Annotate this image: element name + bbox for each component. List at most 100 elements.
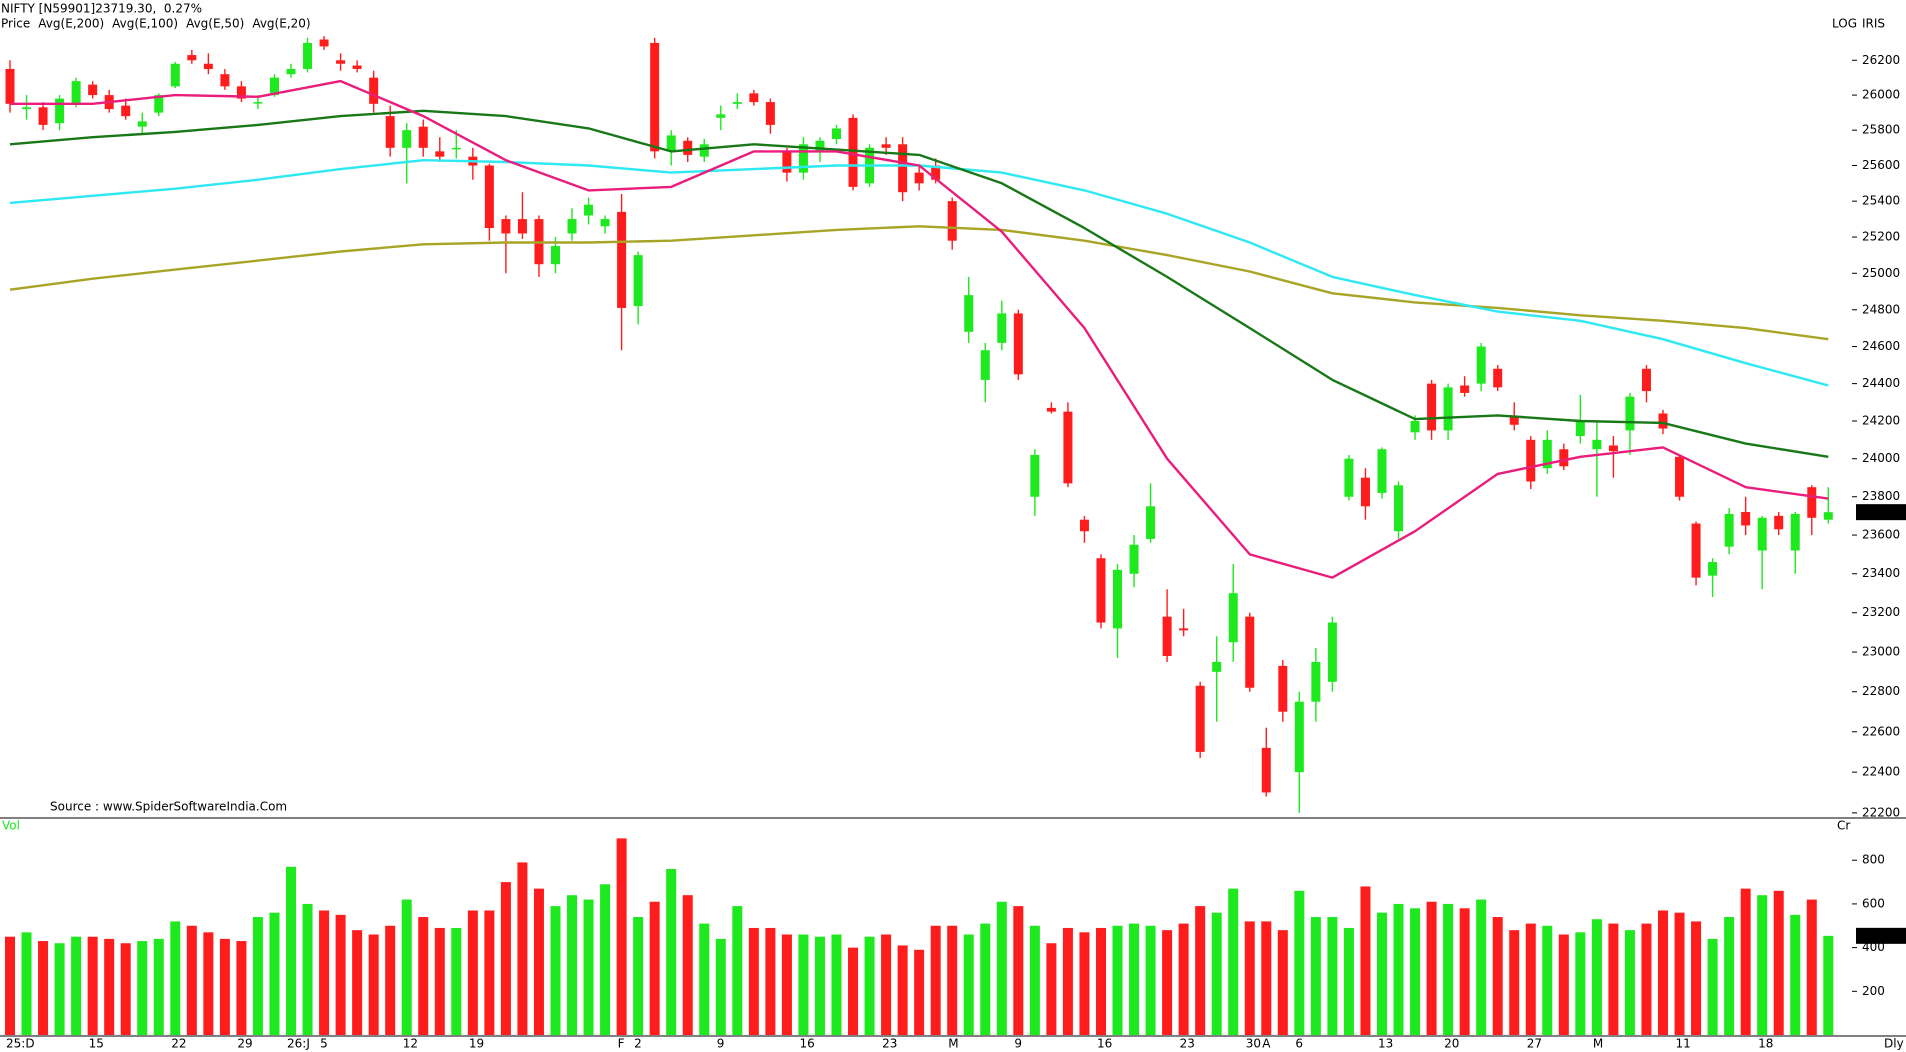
candle-body <box>484 165 494 229</box>
candle-body <box>369 77 379 104</box>
volume-bar <box>467 910 478 1035</box>
x-tick-label: 19 <box>469 1037 484 1051</box>
candle-body <box>848 117 858 187</box>
volume-bar <box>732 906 743 1035</box>
volume-bar <box>252 917 263 1035</box>
volume-bar <box>1195 906 1206 1035</box>
volume-bar <box>153 938 164 1035</box>
volume-bar <box>319 910 330 1035</box>
candle-body <box>832 128 841 139</box>
volume-bar <box>600 884 611 1035</box>
candle-body <box>1724 513 1734 547</box>
candle-body <box>418 126 428 148</box>
candle-body <box>137 121 147 127</box>
candle-body <box>699 144 709 157</box>
y-tick-label: 26000 <box>1862 88 1900 102</box>
y-tick-label: 22600 <box>1862 724 1900 738</box>
candle-body <box>914 172 924 184</box>
candle-body <box>121 105 131 117</box>
volume-bar <box>484 910 495 1035</box>
candle-body <box>253 102 263 104</box>
volume-bar <box>781 934 792 1035</box>
candle-body <box>1195 685 1205 752</box>
volume-bar <box>236 941 247 1035</box>
x-tick-label: F <box>618 1037 625 1051</box>
volume-bar <box>302 903 313 1035</box>
volume-bar <box>1492 917 1503 1035</box>
candle-body <box>1344 458 1354 497</box>
volume-bar <box>1823 935 1834 1035</box>
volume-bar <box>583 899 594 1035</box>
volume-bar <box>1724 917 1735 1035</box>
candle-body <box>1708 562 1718 576</box>
moving-average-line <box>10 79 1829 579</box>
candle-body <box>633 255 643 307</box>
moving-average-line <box>9 225 1829 341</box>
x-tick-label: M <box>1593 1037 1603 1051</box>
volume-bar <box>1393 903 1404 1035</box>
y-tick-label: 23600 <box>1862 528 1900 542</box>
candle-body <box>749 93 759 103</box>
candle-body <box>1394 485 1404 532</box>
volume-unit: Cr <box>1837 819 1850 833</box>
y-tick-label: 23200 <box>1862 605 1900 619</box>
volume-bar <box>996 901 1007 1035</box>
scale-label: LOG <box>1832 17 1857 31</box>
candle-body <box>881 144 891 148</box>
volume-bar <box>104 938 115 1035</box>
volume-bar <box>814 936 825 1035</box>
volume-bar <box>567 895 578 1035</box>
periodicity: Dly <box>1884 1037 1904 1051</box>
volume-bar <box>1327 917 1338 1035</box>
volume-bar <box>269 912 280 1035</box>
candle-body <box>898 144 908 193</box>
candle-body <box>584 204 594 216</box>
candle-body <box>1675 456 1685 497</box>
volume-bar <box>1790 914 1801 1035</box>
volume-bar <box>368 934 379 1035</box>
volume-bar <box>682 895 693 1035</box>
volume-bar <box>5 936 15 1035</box>
candle-body <box>1096 558 1106 623</box>
volume-bar <box>633 917 644 1035</box>
candle-body <box>501 219 511 234</box>
volume-bar <box>1591 919 1602 1035</box>
x-tick-label: 26:J <box>287 1037 310 1051</box>
last-price-tag <box>1856 504 1906 521</box>
volume-bar <box>864 936 875 1035</box>
candle-body <box>385 116 395 148</box>
volume-bar <box>1343 927 1354 1035</box>
candle-body <box>1625 396 1635 431</box>
candle-body <box>435 151 445 157</box>
candle-body <box>1377 449 1387 493</box>
y-tick-label: 24000 <box>1862 451 1900 465</box>
volume-bar <box>848 947 859 1035</box>
y-tick-label: 25200 <box>1862 230 1900 244</box>
volume-bar <box>1674 912 1685 1035</box>
candle-body <box>1327 622 1337 682</box>
y-tick-label: 24600 <box>1862 339 1900 353</box>
x-tick-label: 27 <box>1527 1037 1542 1051</box>
candle-body <box>1079 519 1089 532</box>
volume-bar <box>1575 932 1586 1035</box>
candle-body <box>1113 569 1123 629</box>
volume-bar <box>649 901 660 1035</box>
volume-bar <box>897 945 908 1035</box>
candle-body <box>1807 487 1817 518</box>
volume-bar <box>1145 925 1156 1035</box>
y-tick-label: 24200 <box>1862 414 1900 428</box>
candle-body <box>550 246 560 265</box>
candle-body <box>1261 747 1271 793</box>
x-tick-label: 25:D <box>6 1037 35 1051</box>
candle-body <box>269 77 279 96</box>
candle-body <box>303 42 313 69</box>
volume-bar <box>1211 912 1222 1035</box>
y-tick-label: 800 <box>1862 853 1885 867</box>
volume-bar <box>451 927 462 1035</box>
x-tick-label: 18 <box>1758 1037 1773 1051</box>
candle-body <box>1774 515 1784 530</box>
volume-bar <box>1013 906 1024 1035</box>
volume-title: Vol <box>2 819 20 833</box>
y-tick-label: 25600 <box>1862 158 1900 172</box>
